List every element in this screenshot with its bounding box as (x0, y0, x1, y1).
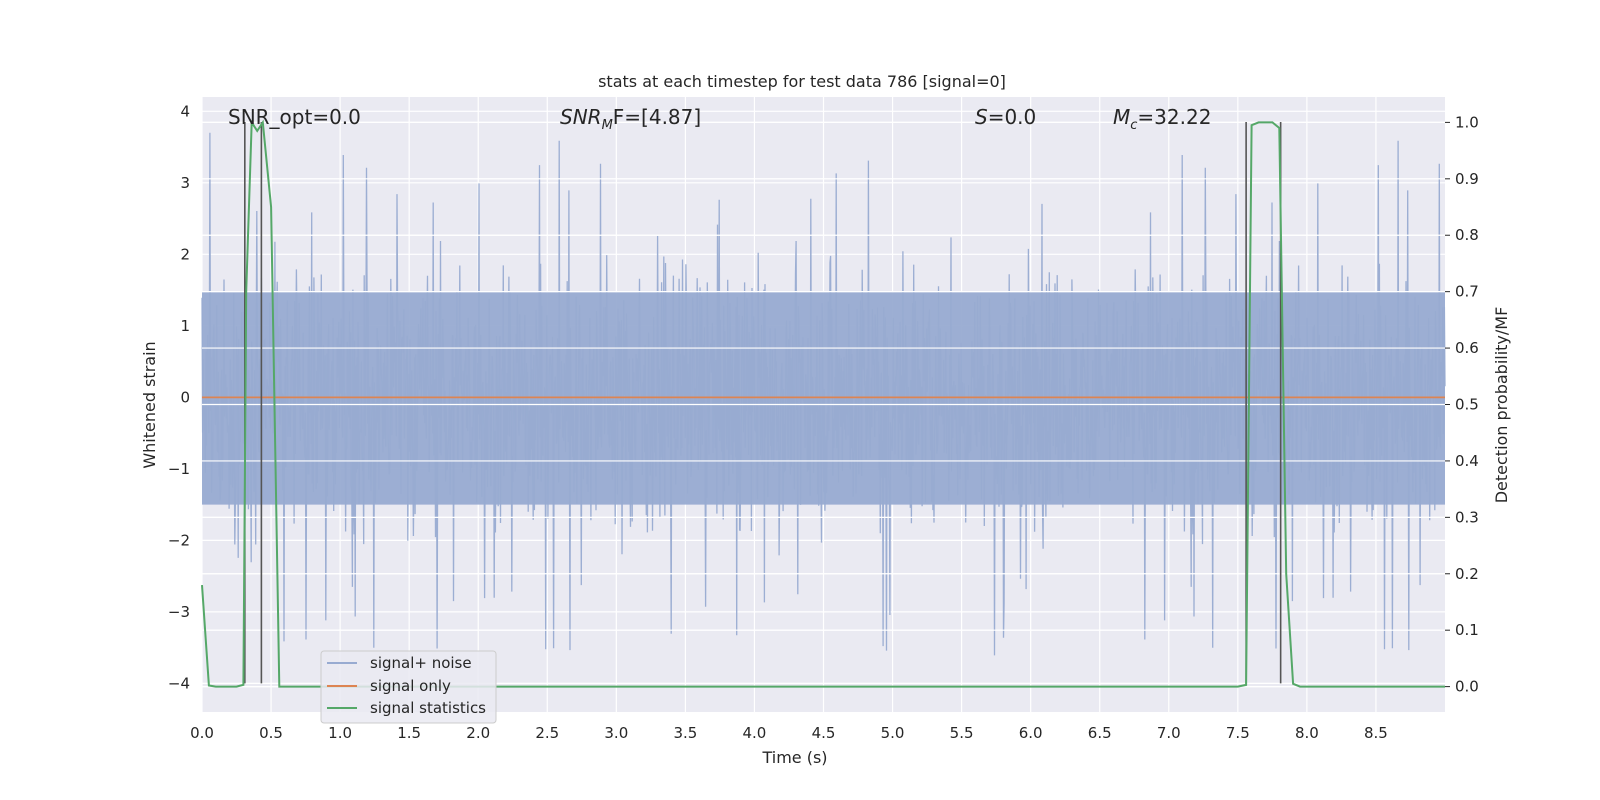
y-left-tick-label: −1 (168, 460, 190, 478)
signal-statistics-line (201, 119, 1445, 688)
y-right-tick-label: 0.0 (1455, 678, 1479, 696)
y-left-tick-label: 0 (180, 388, 190, 406)
annotation-snr-mf-tail: F=[4.87] (613, 105, 701, 129)
y-right-tick-label: 0.8 (1455, 226, 1479, 244)
x-tick-label: 8.0 (1295, 724, 1319, 742)
x-tick-label: 3.0 (604, 724, 628, 742)
y-left-tick-label: −2 (168, 531, 190, 549)
legend-label-signal-statistics: signal statistics (370, 699, 486, 717)
annotation-s-var: S (975, 105, 988, 129)
series-signal-noise (201, 121, 1446, 688)
x-tick-label: 4.5 (812, 724, 836, 742)
legend-label-signal-only: signal only (370, 677, 451, 695)
y-left-tick-label: 1 (180, 317, 190, 335)
legend-label-signal-noise: signal+ noise (370, 654, 472, 672)
legend: signal+ noise signal only signal statist… (320, 650, 497, 724)
y-left-tick-label: 4 (180, 102, 190, 120)
x-tick-label: 0.5 (259, 724, 283, 742)
y-left-tick-label: 3 (180, 174, 190, 192)
annotation-mc-sub: c (1130, 118, 1137, 133)
annotation-snr-mf: SNRMF=[4.87] (560, 105, 701, 133)
signal-noise-core (202, 292, 1445, 505)
legend-frame (320, 650, 497, 724)
y-right-tick-label: 0.4 (1455, 452, 1479, 470)
x-tick-label: 1.0 (328, 724, 352, 742)
chart-title: stats at each timestep for test data 786… (598, 72, 1006, 91)
y-left-tick-label: 2 (180, 245, 190, 263)
y-left-tick-label: −4 (168, 674, 190, 692)
annotation-s-value: =0.0 (988, 105, 1037, 129)
x-tick-label: 5.0 (881, 724, 905, 742)
x-tick-label: 8.5 (1364, 724, 1388, 742)
y-right-tick-label: 0.9 (1455, 170, 1479, 188)
y-right-tick-label: 0.3 (1455, 508, 1479, 526)
y-right-tick-label: 1.0 (1455, 113, 1479, 131)
y-right-tick-label: 0.5 (1455, 396, 1479, 414)
x-axis-label: Time (s) (761, 748, 827, 767)
y-right-tick-label: 0.1 (1455, 621, 1479, 639)
x-tick-label: 6.0 (1019, 724, 1043, 742)
annotation-snr-mf-sub: M (602, 118, 613, 133)
y-right-tick-label: 0.7 (1455, 283, 1479, 301)
annotation-snr-mf-base: SNR (560, 105, 602, 129)
annotation-s: S=0.0 (975, 105, 1036, 129)
x-axis-ticks: 0.0 0.5 1.0 1.5 2.0 2.5 3.0 3.5 4.0 4.5 5.0 5.5 6.0 6… (190, 724, 1388, 742)
annotation-snr-opt: SNR_opt=0.0 (228, 105, 361, 129)
x-tick-label: 2.0 (466, 724, 490, 742)
x-tick-label: 0.0 (190, 724, 214, 742)
y-axis-left-label: Whitened strain (140, 341, 159, 468)
y-right-tick-label: 0.2 (1455, 565, 1479, 583)
y-axis-right-ticks: 0.0 0.1 0.2 0.3 0.4 0.5 0.6 0.7 0.8 0.9 1.0 (1445, 113, 1479, 696)
y-axis-left-ticks: −4 −3 −2 −1 0 1 2 3 4 (168, 102, 190, 692)
x-tick-label: 7.0 (1157, 724, 1181, 742)
x-tick-label: 7.5 (1226, 724, 1250, 742)
y-left-tick-label: −3 (168, 603, 190, 621)
x-tick-label: 3.5 (673, 724, 697, 742)
x-tick-label: 5.5 (950, 724, 974, 742)
y-right-tick-label: 0.6 (1455, 339, 1479, 357)
y-axis-right-label: Detection probability/MF (1492, 307, 1511, 504)
x-tick-label: 2.5 (535, 724, 559, 742)
annotation-mc-value: =32.22 (1137, 105, 1211, 129)
x-tick-label: 1.5 (397, 724, 421, 742)
x-tick-label: 6.5 (1088, 724, 1112, 742)
x-tick-label: 4.0 (743, 724, 767, 742)
annotation-mc: Mc=32.22 (1113, 105, 1211, 133)
annotation-mc-var: M (1113, 105, 1130, 129)
plot-area (201, 97, 1446, 712)
series-signal-statistics (201, 119, 1445, 688)
